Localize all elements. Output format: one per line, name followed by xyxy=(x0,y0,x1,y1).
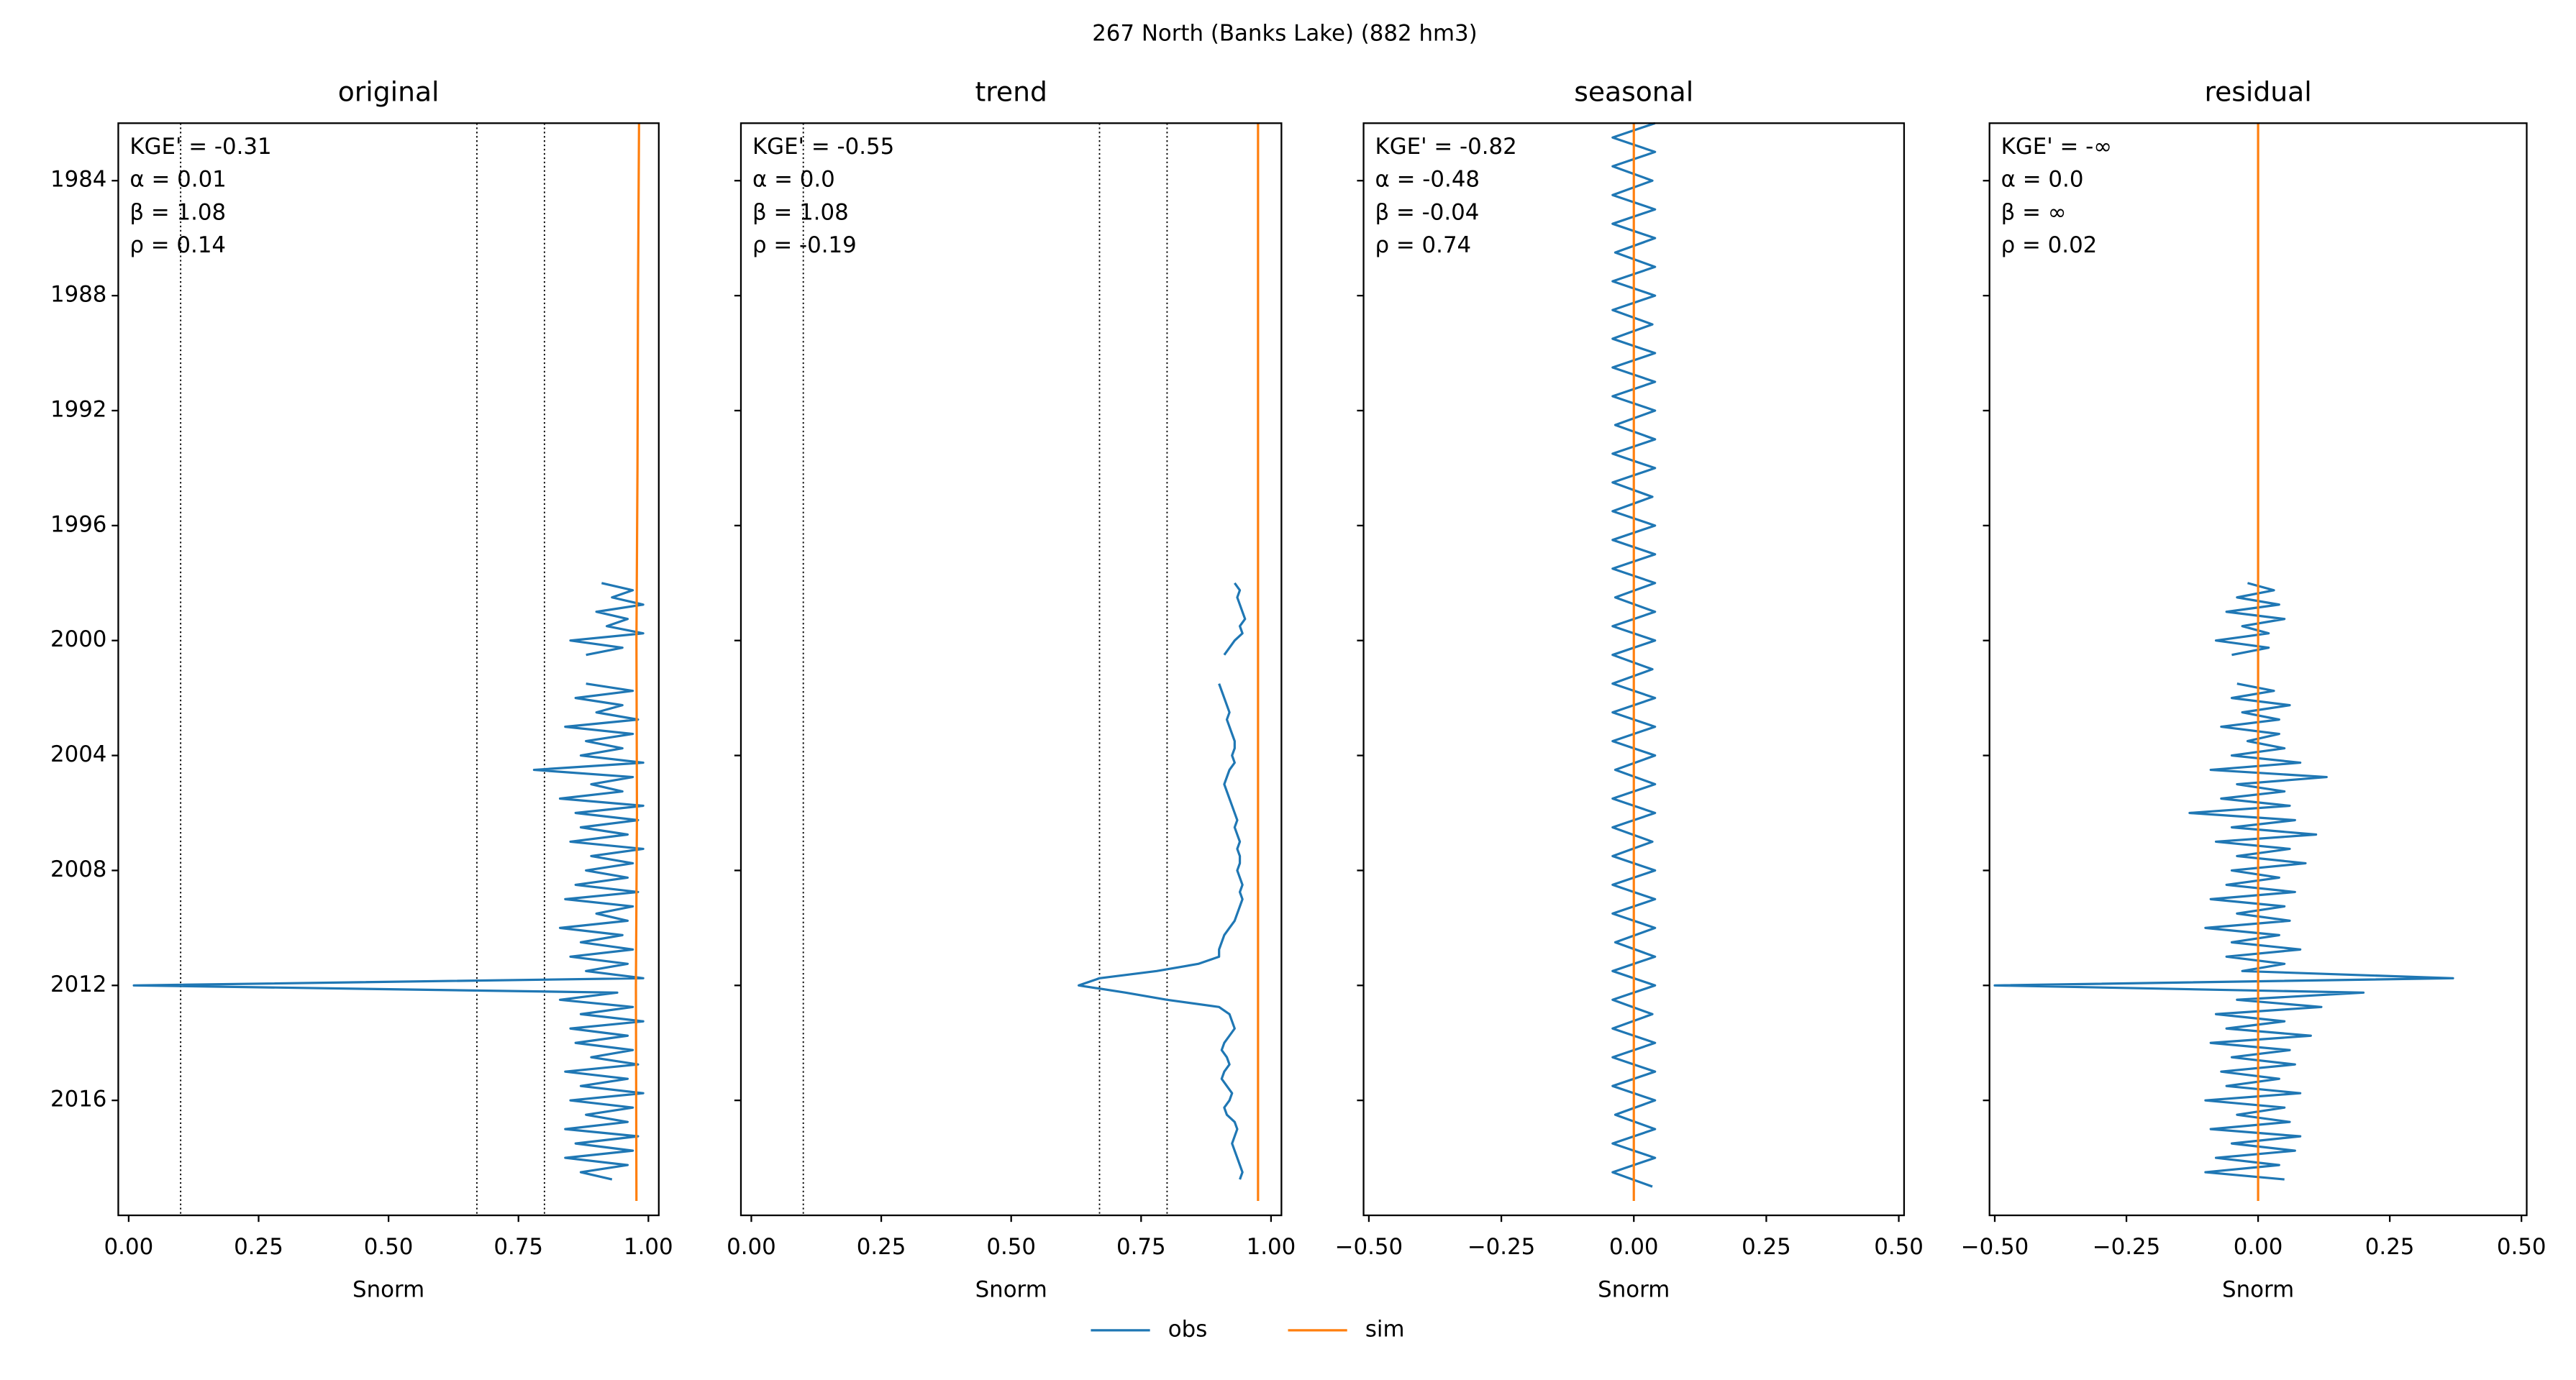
x-tick-label: 0.25 xyxy=(857,1234,906,1260)
y-tick-label: 2000 xyxy=(50,626,106,652)
panel-title: original xyxy=(338,76,440,108)
y-tick-label: 1988 xyxy=(50,282,106,308)
annotation: α = 0.0 xyxy=(2001,167,2084,193)
annotation: β = ∞ xyxy=(2001,199,2067,225)
x-tick-label: −0.25 xyxy=(2093,1234,2160,1260)
x-tick-label: −0.50 xyxy=(1961,1234,2029,1260)
x-tick-label: 0.50 xyxy=(2497,1234,2547,1260)
x-tick-label: 0.00 xyxy=(2234,1234,2283,1260)
annotation: β = 1.08 xyxy=(129,199,226,225)
y-tick-label: 1996 xyxy=(50,511,106,537)
x-tick-label: 0.50 xyxy=(364,1234,414,1260)
legend-label: obs xyxy=(1168,1316,1208,1342)
x-tick-label: −0.25 xyxy=(1467,1234,1535,1260)
data-line xyxy=(1611,122,1657,1188)
y-tick-label: 2012 xyxy=(50,972,106,997)
x-axis-label: Snorm xyxy=(352,1277,424,1303)
panel-title: residual xyxy=(2204,76,2311,108)
x-tick-label: 1.00 xyxy=(624,1234,673,1260)
annotation: α = 0.0 xyxy=(752,167,835,193)
x-axis-label: Snorm xyxy=(2222,1277,2294,1303)
x-axis-label: Snorm xyxy=(975,1277,1047,1303)
x-tick-label: −0.50 xyxy=(1335,1234,1403,1260)
data-line xyxy=(1078,582,1247,1180)
annotation: β = 1.08 xyxy=(752,199,849,225)
annotation: ρ = 0.02 xyxy=(2001,232,2098,258)
figure-title: 267 North (Banks Lake) (882 hm3) xyxy=(1092,20,1477,46)
annotation: α = -0.48 xyxy=(1375,167,1480,193)
y-tick-label: 1992 xyxy=(50,396,106,422)
data-line xyxy=(634,123,640,1202)
x-axis-label: Snorm xyxy=(1598,1277,1670,1303)
x-tick-label: 0.25 xyxy=(2365,1234,2415,1260)
y-tick-label: 2004 xyxy=(50,741,106,767)
x-tick-label: 0.25 xyxy=(234,1234,283,1260)
annotation: KGE' = -0.31 xyxy=(129,134,271,160)
x-tick-label: 0.50 xyxy=(986,1234,1036,1260)
y-tick-label: 2008 xyxy=(50,856,106,882)
panel-title: trend xyxy=(975,76,1047,108)
x-tick-label: 0.50 xyxy=(1874,1234,1924,1260)
annotation: KGE' = -∞ xyxy=(2001,134,2112,160)
data-line xyxy=(1993,582,2454,1181)
annotation: ρ = -0.19 xyxy=(752,232,857,258)
annotation: KGE' = -0.82 xyxy=(1375,134,1517,160)
x-tick-label: 0.00 xyxy=(727,1234,776,1260)
x-tick-label: 0.00 xyxy=(104,1234,154,1260)
x-tick-label: 0.00 xyxy=(1609,1234,1659,1260)
annotation: α = 0.01 xyxy=(129,167,226,193)
legend-label: sim xyxy=(1365,1316,1405,1342)
annotation: ρ = 0.74 xyxy=(1375,232,1472,258)
annotation: β = -0.04 xyxy=(1375,199,1480,225)
annotation: KGE' = -0.55 xyxy=(752,134,894,160)
x-tick-label: 1.00 xyxy=(1247,1234,1296,1260)
x-tick-label: 0.25 xyxy=(1742,1234,1791,1260)
y-tick-label: 1984 xyxy=(50,167,106,193)
x-tick-label: 0.75 xyxy=(1116,1234,1166,1260)
data-line xyxy=(132,582,645,1181)
x-tick-label: 0.75 xyxy=(493,1234,543,1260)
annotation: ρ = 0.14 xyxy=(129,232,226,258)
y-tick-label: 2016 xyxy=(50,1087,106,1112)
panel-title: seasonal xyxy=(1574,76,1693,108)
